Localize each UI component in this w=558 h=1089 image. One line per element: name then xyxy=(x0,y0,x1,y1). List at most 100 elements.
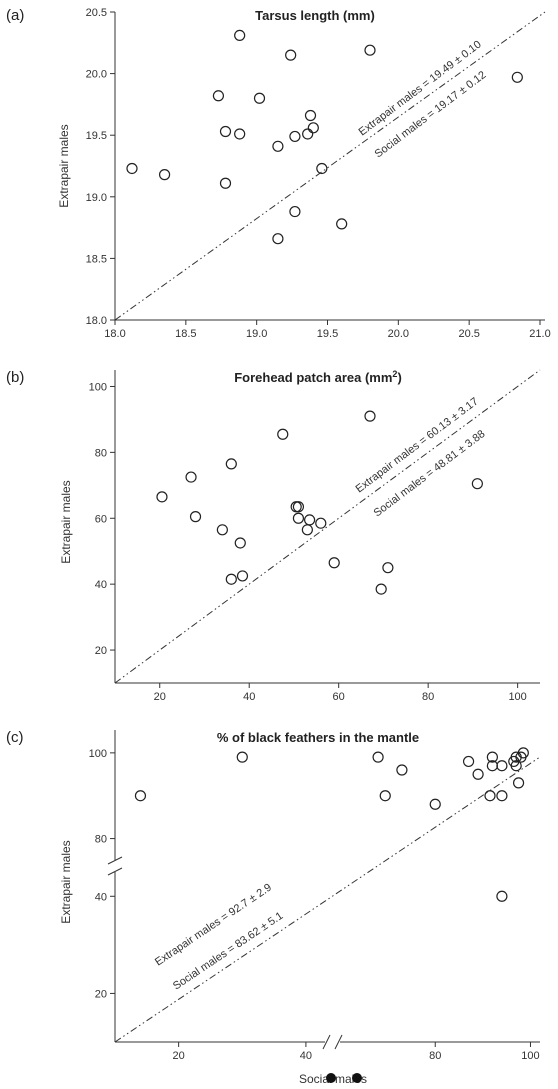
panel-c-data-point xyxy=(510,760,522,772)
panel-a-data-point xyxy=(219,125,232,138)
panel-b-x-tick-label: 80 xyxy=(422,691,434,703)
panel-c-data-point xyxy=(396,764,408,776)
panel-b-data-point xyxy=(236,570,249,582)
panel-b-data-point xyxy=(277,428,289,440)
panel-b: (b) Forehead patch area (mm2) Extrapair … xyxy=(6,369,541,703)
panel-b-label: (b) xyxy=(6,369,24,386)
panel-c-data-point xyxy=(486,751,498,763)
panel-b-x-tick-label: 100 xyxy=(508,691,526,703)
panel-c-y-tick-label: 100 xyxy=(89,748,107,760)
panel-b-data-point xyxy=(290,501,302,513)
panel-c-y-axis-label: Extrapair males xyxy=(59,840,73,923)
panel-a-y-axis-label: Extrapair males xyxy=(57,124,71,207)
panel-a-data-point xyxy=(302,128,314,140)
panel-b-data-point xyxy=(382,562,394,574)
panel-c-data-point xyxy=(496,760,508,772)
panel-c-x-tick-label: 40 xyxy=(300,1050,312,1062)
panel-b-data-point xyxy=(225,458,237,470)
panel-a-data-point xyxy=(272,233,284,245)
panel-a-y-tick-label: 20.5 xyxy=(86,7,107,19)
panel-c-data-point xyxy=(379,790,391,802)
panel-a-data-point xyxy=(126,162,138,175)
panel-c-x-axis-break-mark xyxy=(322,1034,331,1050)
panel-b-data-point xyxy=(216,524,228,536)
panel-a-data-point xyxy=(253,92,266,104)
panel-c-data-point xyxy=(472,768,484,780)
panel-a-data-point xyxy=(219,177,232,189)
panel-a: (a) Tarsus length (mm) Extrapair males 1… xyxy=(6,7,551,340)
panel-b-title: Forehead patch area (mm2) xyxy=(234,369,402,385)
panel-c-identity-line xyxy=(114,756,541,1043)
panel-b-data-point xyxy=(225,573,237,585)
panel-c-data-point xyxy=(134,790,147,802)
panel-a-data-point xyxy=(316,162,328,175)
panel-c-y-tick-label: 40 xyxy=(95,891,107,903)
panel-c: (c) % of black feathers in the mantle Ex… xyxy=(6,729,541,1086)
panel-b-y-tick-label: 100 xyxy=(89,381,107,393)
panel-a-data-point xyxy=(234,128,246,140)
panel-c-social-annotation: Social males = 83.62 ± 5.1 xyxy=(171,910,285,993)
panel-b-data-point xyxy=(315,517,327,529)
panel-b-data-point xyxy=(292,501,305,513)
panel-c-y-axis-break-mark xyxy=(107,856,123,865)
panel-c-x-axis-break-mark xyxy=(334,1034,343,1050)
panel-b-data-point xyxy=(471,478,483,490)
panel-b-y-tick-label: 60 xyxy=(95,513,107,525)
panel-a-data-point xyxy=(307,122,319,134)
panel-a-data-point xyxy=(212,90,225,102)
panel-c-y-tick-label: 20 xyxy=(95,988,107,1000)
panel-b-y-tick-label: 80 xyxy=(95,447,107,459)
panel-c-data-point xyxy=(236,751,248,763)
panel-b-data-point xyxy=(328,557,340,569)
panel-b-x-tick-label: 40 xyxy=(243,691,255,703)
panel-b-x-tick-label: 60 xyxy=(333,691,345,703)
panel-c-data-point xyxy=(517,747,529,759)
panel-c-data-point xyxy=(496,790,508,802)
panel-a-title: Tarsus length (mm) xyxy=(255,8,375,23)
panel-a-x-tick-label: 20.5 xyxy=(458,328,479,340)
panel-b-data-point xyxy=(292,512,305,524)
panel-b-data-point xyxy=(234,537,246,549)
panel-c-data-point xyxy=(512,777,525,789)
panel-a-data-point xyxy=(364,44,376,56)
panel-a-y-tick-label: 19.5 xyxy=(86,130,107,142)
panel-a-x-tick-label: 18.5 xyxy=(175,328,196,340)
panel-c-y-axis-break-mark xyxy=(107,867,123,876)
panel-a-data-point xyxy=(234,29,246,42)
panel-c-x-tick-label: 20 xyxy=(173,1050,185,1062)
panel-b-y-axis-label: Extrapair males xyxy=(59,480,73,563)
panel-c-y-tick-label: 80 xyxy=(95,834,107,846)
panel-c-data-point xyxy=(372,751,384,763)
panel-c-data-point xyxy=(484,790,496,802)
panel-a-y-tick-label: 18.5 xyxy=(86,253,107,265)
panel-b-identity-line xyxy=(114,369,541,684)
x-axis-marker-dot xyxy=(352,1073,362,1083)
panel-a-y-tick-label: 20.0 xyxy=(86,69,107,81)
panel-a-identity-line xyxy=(114,11,546,321)
panel-c-data-point xyxy=(462,755,475,768)
panel-b-y-tick-label: 20 xyxy=(95,645,107,657)
panel-c-x-tick-label: 100 xyxy=(521,1050,539,1062)
panel-b-data-point xyxy=(185,471,197,483)
panel-b-data-point xyxy=(156,491,168,503)
panel-a-y-tick-label: 18.0 xyxy=(86,315,107,327)
panel-b-data-point xyxy=(304,514,316,526)
panel-b-y-tick-label: 40 xyxy=(95,579,107,591)
panel-a-y-tick-label: 19.0 xyxy=(86,192,107,204)
panel-c-label: (c) xyxy=(6,729,24,746)
panel-a-x-tick-label: 18.0 xyxy=(104,328,125,340)
panel-a-data-point xyxy=(289,130,301,143)
panel-c-title: % of black feathers in the mantle xyxy=(217,730,419,745)
x-axis-marker-dot xyxy=(326,1073,336,1083)
panel-a-data-point xyxy=(289,205,301,218)
panel-a-data-point xyxy=(158,169,171,181)
panel-a-data-point xyxy=(285,49,297,61)
panel-a-x-tick-label: 19.5 xyxy=(317,328,338,340)
panel-b-data-point xyxy=(364,410,376,422)
panel-b-data-point xyxy=(375,583,387,595)
panel-a-data-point xyxy=(272,140,284,152)
panel-a-data-point xyxy=(511,71,523,83)
panel-a-x-tick-label: 20.0 xyxy=(388,328,409,340)
panel-c-data-point xyxy=(496,890,508,902)
